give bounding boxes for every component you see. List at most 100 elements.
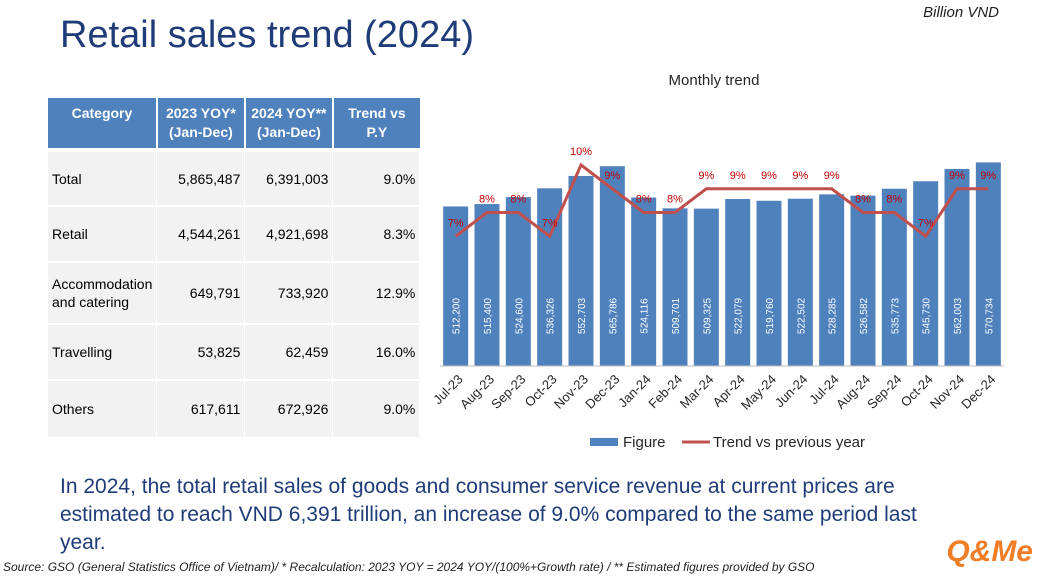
bar-label-Nov-24: 562,003 <box>953 297 964 334</box>
x-tick-Nov-23: Nov-23 <box>551 372 591 412</box>
bar-May-24 <box>756 200 782 366</box>
bar-label-Oct-23: 536,326 <box>546 297 557 334</box>
trend-label-Jul-23: 7% <box>448 217 464 229</box>
x-tick-Dec-24: Dec-24 <box>958 372 998 412</box>
bar-label-Oct-24: 545,730 <box>922 297 933 334</box>
bar-Dec-24 <box>975 162 1001 366</box>
cell-category: Travelling <box>48 324 158 381</box>
x-tick-Aug-23: Aug-23 <box>457 372 497 412</box>
trend-label-Feb-24: 8% <box>667 194 683 206</box>
bar-label-May-24: 519,760 <box>765 297 776 334</box>
legend-label-figure: Figure <box>623 434 666 451</box>
x-tick-Aug-24: Aug-24 <box>833 372 873 412</box>
trend-line <box>454 162 989 239</box>
bar-label-Dec-24: 570,734 <box>984 297 995 334</box>
table-header-row: Category 2023 YOY* (Jan-Dec) 2024 YOY** … <box>48 98 420 152</box>
bar-label-Jan-24: 524,116 <box>640 298 651 334</box>
cell-2023: 649,791 <box>156 262 246 325</box>
trend-label-Oct-23: 7% <box>542 217 558 229</box>
bar-Mar-24 <box>693 208 719 366</box>
trend-label-Nov-24: 9% <box>949 170 965 182</box>
header-trend: Trend vs P.Y <box>332 98 420 152</box>
cell-2024: 672,926 <box>244 380 334 439</box>
bar-label-Apr-24: 522,079 <box>734 297 745 334</box>
summary-text: In 2024, the total retail sales of goods… <box>60 475 917 554</box>
bar-Apr-24 <box>725 199 751 366</box>
bar-Oct-24 <box>913 181 939 366</box>
legend-swatch-figure <box>590 438 618 446</box>
x-tick-Feb-24: Feb-24 <box>645 372 685 412</box>
trend-label-Dec-23: 9% <box>604 170 620 182</box>
header-2024: 2024 YOY** (Jan-Dec) <box>244 98 334 152</box>
bar-label-Nov-23: 552,703 <box>577 297 588 334</box>
trend-label-Oct-24: 7% <box>918 217 934 229</box>
bar-Jan-24 <box>631 197 657 366</box>
trend-label-Aug-24: 8% <box>855 194 871 206</box>
monthly-trend-chart: Monthly trend 512,200 515,400 524,600 536,3… <box>420 62 1020 462</box>
bar-label-Jul-23: 512,200 <box>452 297 463 334</box>
table-row: Total 5,865,487 6,391,003 9.0% <box>48 150 421 207</box>
x-tick-Mar-24: Mar-24 <box>677 372 717 412</box>
bar-Nov-23 <box>568 176 594 366</box>
x-tick-Nov-24: Nov-24 <box>927 372 967 412</box>
source-note: Source: GSO (General Statistics Office o… <box>3 560 815 574</box>
cell-trend: 16.0% <box>332 324 421 381</box>
header-category: Category <box>48 98 158 152</box>
x-tick-May-24: May-24 <box>738 372 779 413</box>
cell-2024: 733,920 <box>244 262 334 325</box>
bar-Jul-23 <box>443 206 469 366</box>
cell-category: Accommodation and catering <box>48 262 158 325</box>
trend-label-Mar-24: 9% <box>698 170 714 182</box>
trend-label-Apr-24: 9% <box>730 170 746 182</box>
cell-trend: 12.9% <box>332 262 421 325</box>
x-tick-Sep-23: Sep-23 <box>488 372 528 412</box>
trend-label-Aug-23: 8% <box>479 194 495 206</box>
cell-category: Others <box>48 380 158 439</box>
trend-label-May-24: 9% <box>761 170 777 182</box>
bar-label-Aug-23: 515,400 <box>483 297 494 334</box>
cell-2023: 617,611 <box>156 380 246 439</box>
chart-svg: Monthly trend 512,200 515,400 524,600 536,3… <box>430 72 1004 451</box>
unit-note: Billion VND <box>923 4 999 21</box>
bar-label-Sep-23: 524,600 <box>514 297 525 334</box>
trend-label-Dec-24: 9% <box>980 170 996 182</box>
bar-Nov-24 <box>944 169 970 366</box>
cell-category: Retail <box>48 206 158 263</box>
bar-label-Sep-24: 535,773 <box>890 297 901 334</box>
brand-logo: Q&Me <box>946 535 1033 568</box>
trend-label-Sep-24: 8% <box>886 194 902 206</box>
x-tick-Dec-23: Dec-23 <box>582 372 622 412</box>
chart-title: Monthly trend <box>669 72 760 89</box>
bar-label-Feb-24: 509,701 <box>671 297 682 334</box>
table-row: Accommodation and catering 649,791 733,9… <box>48 262 421 325</box>
bar-Jun-24 <box>787 198 813 366</box>
bar-Aug-23 <box>474 204 500 366</box>
bar-label-Jun-24: 522,502 <box>796 297 807 334</box>
table-row: Travelling 53,825 62,459 16.0% <box>48 324 421 381</box>
bar-Sep-23 <box>505 197 531 366</box>
cell-2023: 4,544,261 <box>156 206 246 263</box>
legend-label-trend: Trend vs previous year <box>713 434 865 451</box>
bar-Sep-24 <box>881 188 907 366</box>
cell-2024: 4,921,698 <box>244 206 334 263</box>
cell-trend: 9.0% <box>332 150 421 207</box>
trend-label-Jun-24: 9% <box>792 170 808 182</box>
bar-label-Dec-23: 565,786 <box>608 297 619 334</box>
header-2023: 2023 YOY* (Jan-Dec) <box>156 98 246 152</box>
x-tick-Sep-24: Sep-24 <box>864 372 904 412</box>
cell-2024: 62,459 <box>244 324 334 381</box>
table-row: Others 617,611 672,926 9.0% <box>48 380 421 439</box>
x-tick-Jun-24: Jun-24 <box>772 372 811 411</box>
table-row: Retail 4,544,261 4,921,698 8.3% <box>48 206 421 263</box>
bar-label-Mar-24: 509,325 <box>702 297 713 334</box>
bar-Feb-24 <box>662 208 688 366</box>
bar-label-Aug-24: 526,582 <box>859 297 870 334</box>
cell-2024: 6,391,003 <box>244 150 334 207</box>
trend-label-Nov-23: 10% <box>570 146 592 158</box>
bar-Dec-23 <box>599 166 625 366</box>
category-table: Category 2023 YOY* (Jan-Dec) 2024 YOY** … <box>48 98 421 439</box>
cell-2023: 5,865,487 <box>156 150 246 207</box>
bar-Aug-24 <box>850 195 876 366</box>
trend-label-Jan-24: 8% <box>636 194 652 206</box>
trend-label-Sep-23: 8% <box>510 194 526 206</box>
